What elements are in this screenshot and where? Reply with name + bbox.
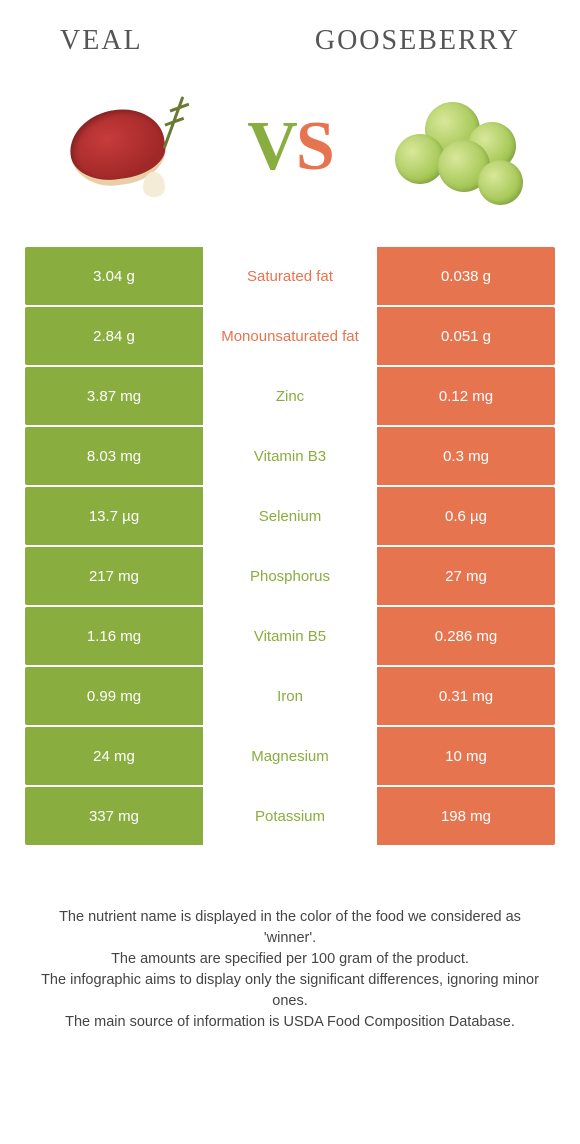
right-value: 0.286 mg [377,607,555,665]
left-value: 1.16 mg [25,607,203,665]
right-value: 0.051 g [377,307,555,365]
nutrient-name: Phosphorus [203,547,377,605]
table-row: 3.04 gSaturated fat0.038 g [25,247,555,305]
footer-line: The amounts are specified per 100 gram o… [35,949,545,970]
nutrient-table: 3.04 gSaturated fat0.038 g2.84 gMonounsa… [0,247,580,845]
nutrient-name: Selenium [203,487,377,545]
vs-letter-right: S [296,108,333,185]
right-value: 27 mg [377,547,555,605]
right-value: 0.31 mg [377,667,555,725]
gooseberry-image [385,87,525,207]
right-value: 0.038 g [377,247,555,305]
table-row: 1.16 mgVitamin B50.286 mg [25,607,555,665]
right-value: 0.3 mg [377,427,555,485]
nutrient-name: Potassium [203,787,377,845]
table-row: 3.87 mgZinc0.12 mg [25,367,555,425]
left-value: 2.84 g [25,307,203,365]
hero: VS [0,67,580,247]
nutrient-name: Monounsaturated fat [203,307,377,365]
nutrient-name: Iron [203,667,377,725]
table-row: 24 mgMagnesium10 mg [25,727,555,785]
nutrient-name: Zinc [203,367,377,425]
table-row: 2.84 gMonounsaturated fat0.051 g [25,307,555,365]
table-row: 0.99 mgIron0.31 mg [25,667,555,725]
header: Veal Gooseberry [0,0,580,67]
left-value: 8.03 mg [25,427,203,485]
left-value: 337 mg [25,787,203,845]
veal-image [55,87,195,207]
table-row: 8.03 mgVitamin B30.3 mg [25,427,555,485]
left-value: 24 mg [25,727,203,785]
left-value: 0.99 mg [25,667,203,725]
vs-label: VS [247,107,333,187]
nutrient-name: Magnesium [203,727,377,785]
table-row: 13.7 µgSelenium0.6 µg [25,487,555,545]
nutrient-name: Saturated fat [203,247,377,305]
footer-line: The infographic aims to display only the… [35,970,545,1012]
table-row: 217 mgPhosphorus27 mg [25,547,555,605]
right-value: 198 mg [377,787,555,845]
title-right: Gooseberry [315,25,520,57]
left-value: 13.7 µg [25,487,203,545]
nutrient-name: Vitamin B3 [203,427,377,485]
title-left: Veal [60,25,143,57]
right-value: 0.12 mg [377,367,555,425]
footer-line: The nutrient name is displayed in the co… [35,907,545,949]
right-value: 10 mg [377,727,555,785]
left-value: 3.04 g [25,247,203,305]
nutrient-name: Vitamin B5 [203,607,377,665]
footer-line: The main source of information is USDA F… [35,1012,545,1033]
vs-letter-left: V [247,108,296,185]
table-row: 337 mgPotassium198 mg [25,787,555,845]
footer-notes: The nutrient name is displayed in the co… [0,847,580,1033]
right-value: 0.6 µg [377,487,555,545]
left-value: 217 mg [25,547,203,605]
left-value: 3.87 mg [25,367,203,425]
